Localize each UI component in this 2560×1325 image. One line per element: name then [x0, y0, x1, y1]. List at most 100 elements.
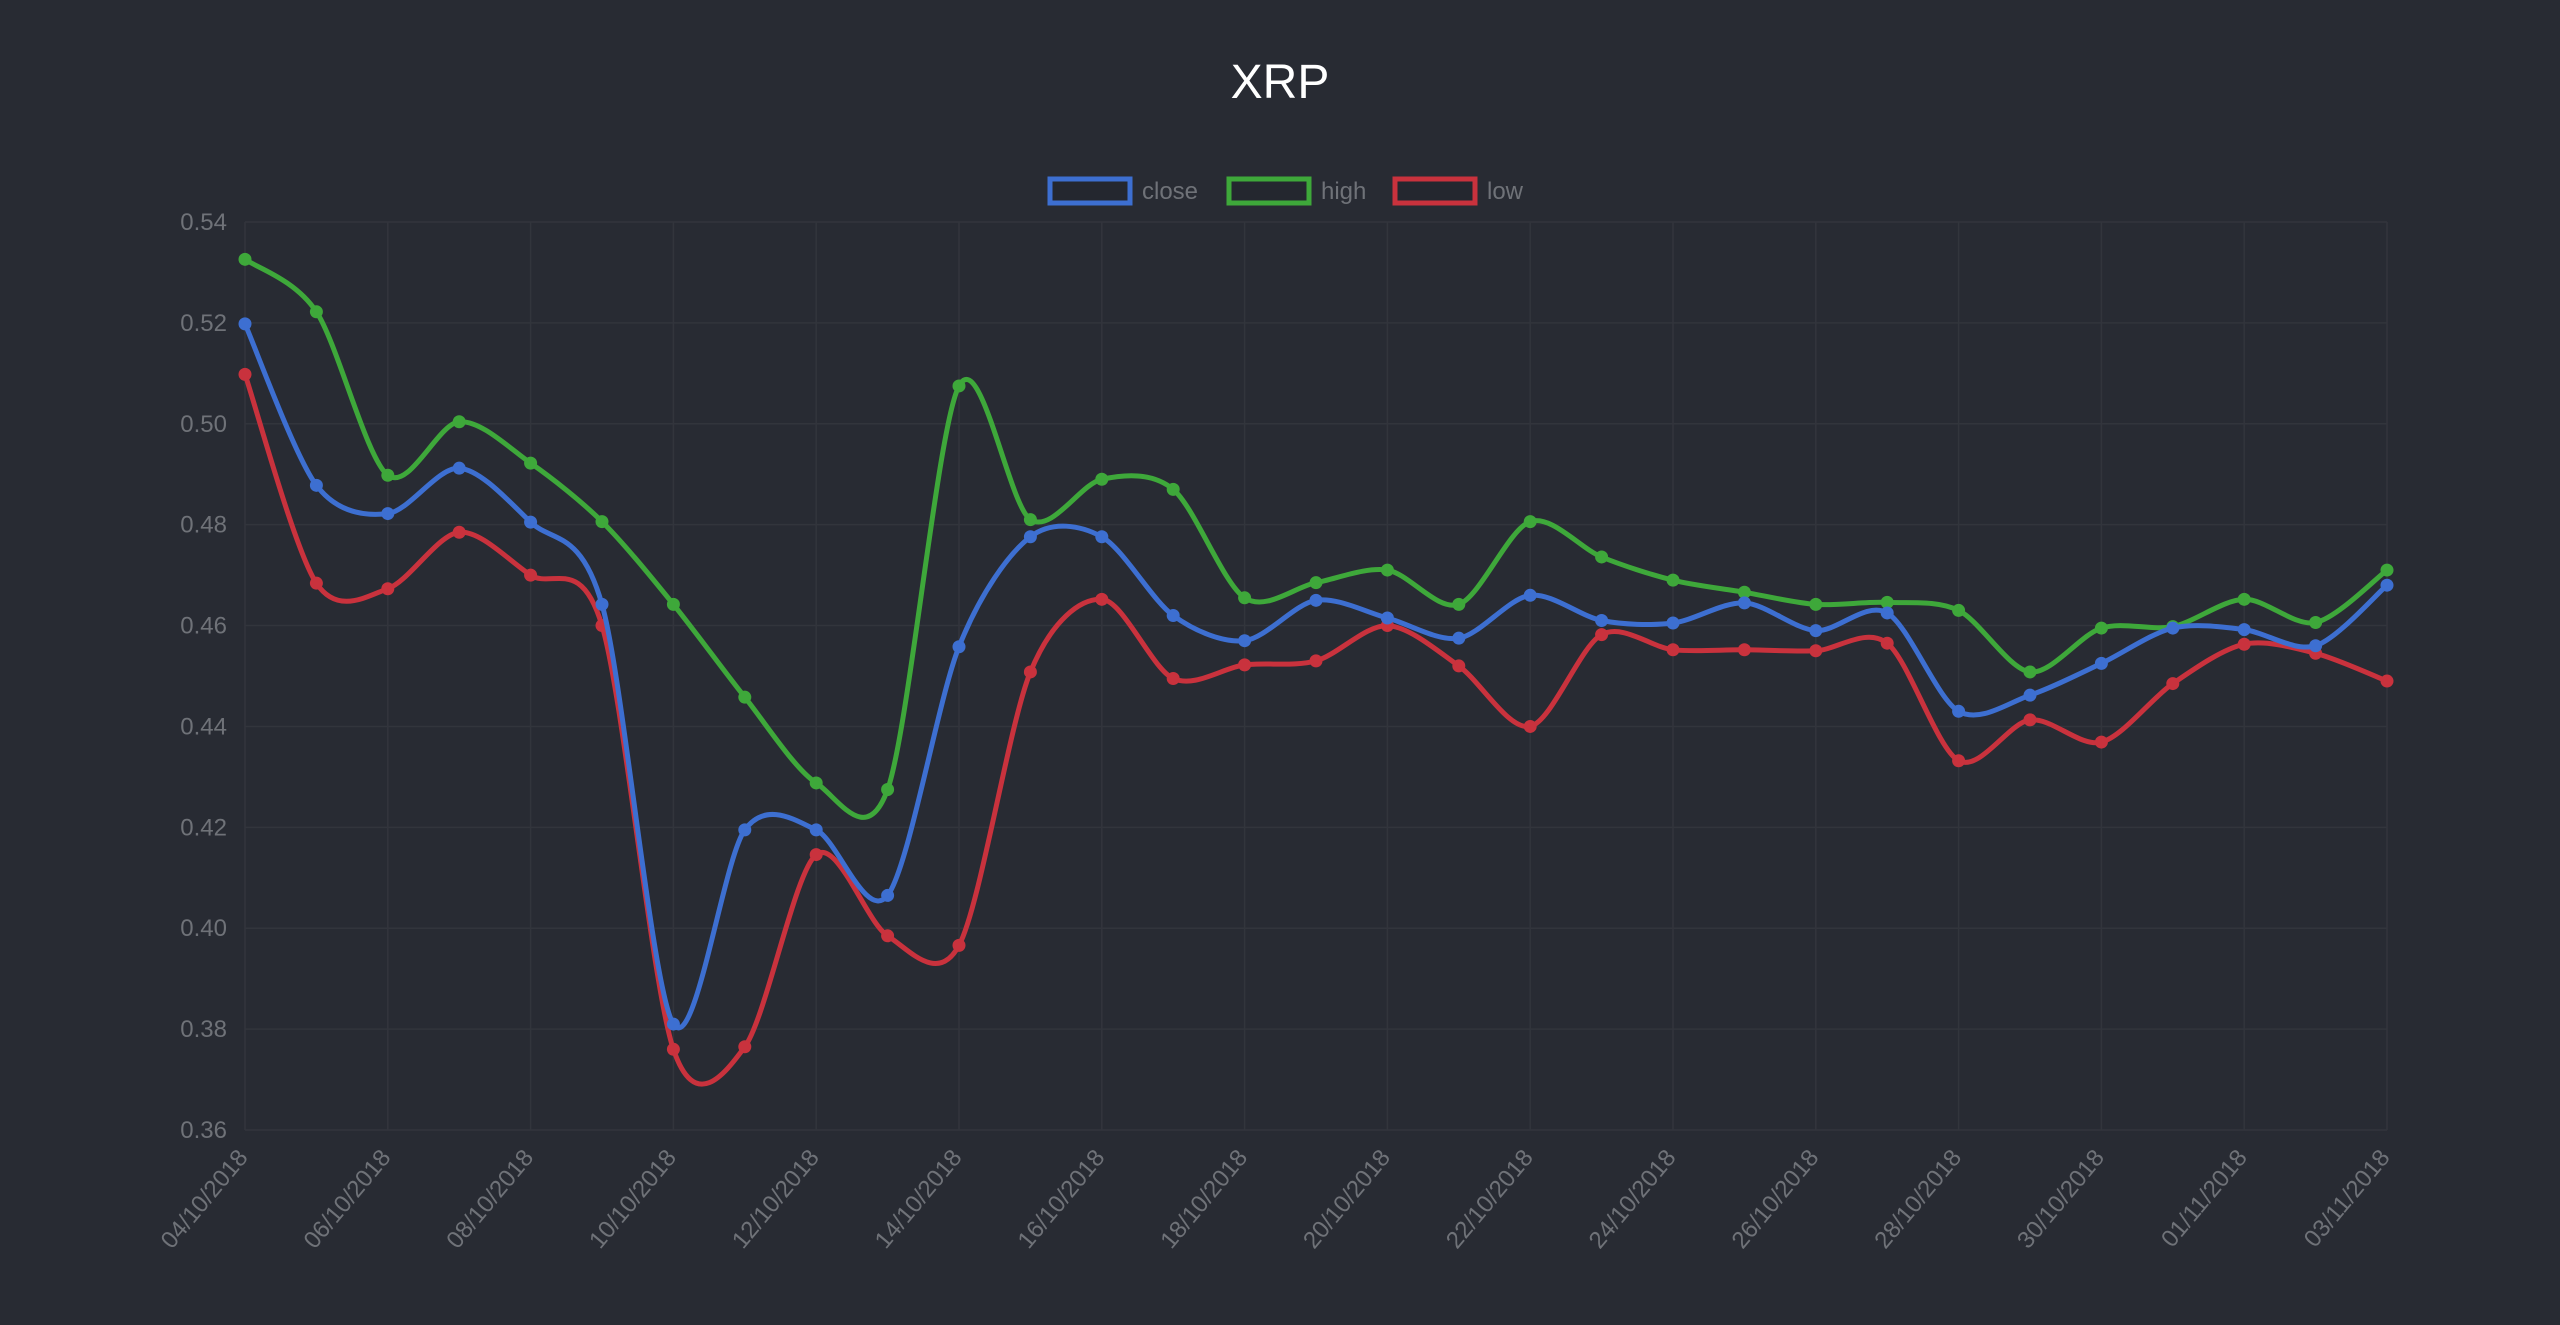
- data-point-low[interactable]: [809, 848, 823, 862]
- data-point-close[interactable]: [381, 507, 395, 521]
- data-point-low[interactable]: [1952, 754, 1966, 768]
- data-point-low[interactable]: [381, 582, 395, 596]
- data-point-high[interactable]: [738, 690, 752, 704]
- data-point-close[interactable]: [666, 1017, 680, 1031]
- data-point-close[interactable]: [2023, 688, 2037, 702]
- data-point-close[interactable]: [2166, 621, 2180, 635]
- data-point-high[interactable]: [1737, 585, 1751, 599]
- data-point-low[interactable]: [524, 568, 538, 582]
- data-point-close[interactable]: [238, 317, 252, 331]
- data-point-low[interactable]: [2380, 674, 2394, 688]
- data-point-close[interactable]: [1309, 593, 1323, 607]
- data-point-high[interactable]: [1309, 576, 1323, 590]
- data-point-low[interactable]: [1666, 643, 1680, 657]
- y-tick-label: 0.46: [180, 613, 227, 640]
- data-point-high[interactable]: [2309, 616, 2323, 630]
- data-point-low[interactable]: [1166, 672, 1180, 686]
- data-point-high[interactable]: [2094, 621, 2108, 635]
- data-point-low[interactable]: [666, 1042, 680, 1056]
- data-point-close[interactable]: [1880, 606, 1894, 620]
- y-tick-label: 0.36: [180, 1117, 227, 1144]
- data-point-high[interactable]: [524, 456, 538, 470]
- data-point-low[interactable]: [1880, 636, 1894, 650]
- data-point-close[interactable]: [1238, 634, 1252, 648]
- data-point-close[interactable]: [452, 461, 466, 475]
- data-point-close[interactable]: [2380, 578, 2394, 592]
- data-point-close[interactable]: [2237, 623, 2251, 637]
- y-tick-label: 0.42: [180, 814, 227, 841]
- data-point-low[interactable]: [1309, 654, 1323, 668]
- data-point-close[interactable]: [1523, 588, 1537, 602]
- data-point-low[interactable]: [1238, 658, 1252, 672]
- data-point-high[interactable]: [1952, 603, 1966, 617]
- data-point-close[interactable]: [738, 823, 752, 837]
- data-point-high[interactable]: [381, 468, 395, 482]
- data-point-low[interactable]: [1523, 719, 1537, 733]
- data-point-close[interactable]: [1166, 608, 1180, 622]
- data-point-high[interactable]: [1238, 591, 1252, 605]
- data-point-low[interactable]: [952, 938, 966, 952]
- data-point-high[interactable]: [2023, 665, 2037, 679]
- data-point-low[interactable]: [1452, 659, 1466, 673]
- data-point-low[interactable]: [1595, 628, 1609, 642]
- series-lines: [238, 252, 2394, 1087]
- data-point-close[interactable]: [1023, 530, 1037, 544]
- data-point-close[interactable]: [524, 515, 538, 529]
- data-point-high[interactable]: [452, 415, 466, 429]
- data-point-high[interactable]: [1023, 513, 1037, 527]
- data-point-high[interactable]: [1452, 597, 1466, 611]
- data-point-low[interactable]: [738, 1040, 752, 1054]
- data-point-low[interactable]: [1737, 643, 1751, 657]
- data-point-close[interactable]: [595, 597, 609, 611]
- data-point-high[interactable]: [1380, 563, 1394, 577]
- data-point-close[interactable]: [1952, 704, 1966, 718]
- data-point-high[interactable]: [595, 515, 609, 529]
- data-point-low[interactable]: [1095, 592, 1109, 606]
- data-point-close[interactable]: [1737, 596, 1751, 610]
- data-point-close[interactable]: [881, 888, 895, 902]
- legend-item-high[interactable]: high: [1226, 176, 1366, 206]
- data-point-high[interactable]: [1523, 515, 1537, 529]
- data-point-close[interactable]: [1809, 624, 1823, 638]
- data-point-low[interactable]: [1809, 644, 1823, 658]
- data-point-low[interactable]: [1023, 665, 1037, 679]
- data-point-high[interactable]: [1166, 482, 1180, 496]
- x-tick-label: 20/10/2018: [1298, 1145, 1396, 1254]
- data-point-close[interactable]: [1452, 631, 1466, 645]
- data-point-high[interactable]: [1880, 595, 1894, 609]
- data-point-low[interactable]: [2023, 713, 2037, 727]
- data-point-low[interactable]: [2094, 735, 2108, 749]
- y-tick-label: 0.40: [180, 915, 227, 942]
- data-point-high[interactable]: [952, 379, 966, 393]
- data-point-close[interactable]: [1095, 530, 1109, 544]
- data-point-high[interactable]: [2380, 563, 2394, 577]
- x-tick-label: 28/10/2018: [1869, 1145, 1967, 1254]
- data-point-low[interactable]: [238, 367, 252, 381]
- data-point-high[interactable]: [666, 597, 680, 611]
- data-point-close[interactable]: [1380, 611, 1394, 625]
- data-point-high[interactable]: [238, 252, 252, 266]
- data-point-close[interactable]: [2094, 656, 2108, 670]
- data-point-high[interactable]: [881, 783, 895, 796]
- data-point-close[interactable]: [2309, 639, 2323, 653]
- data-point-close[interactable]: [952, 640, 966, 654]
- legend[interactable]: close high low: [1047, 176, 1524, 206]
- data-point-low[interactable]: [452, 525, 466, 539]
- data-point-high[interactable]: [1809, 597, 1823, 611]
- data-point-low[interactable]: [2166, 677, 2180, 691]
- data-point-high[interactable]: [2237, 592, 2251, 606]
- data-point-high[interactable]: [1595, 550, 1609, 564]
- data-point-high[interactable]: [809, 776, 823, 790]
- data-point-close[interactable]: [309, 478, 323, 492]
- data-point-close[interactable]: [809, 823, 823, 837]
- data-point-close[interactable]: [1666, 616, 1680, 630]
- data-point-high[interactable]: [1666, 573, 1680, 587]
- data-point-low[interactable]: [2237, 637, 2251, 651]
- data-point-low[interactable]: [309, 576, 323, 590]
- data-point-high[interactable]: [1095, 472, 1109, 486]
- data-point-close[interactable]: [1595, 614, 1609, 628]
- legend-item-low[interactable]: low: [1392, 176, 1524, 206]
- legend-item-close[interactable]: close: [1047, 176, 1198, 206]
- data-point-high[interactable]: [309, 305, 323, 319]
- data-point-low[interactable]: [881, 929, 895, 943]
